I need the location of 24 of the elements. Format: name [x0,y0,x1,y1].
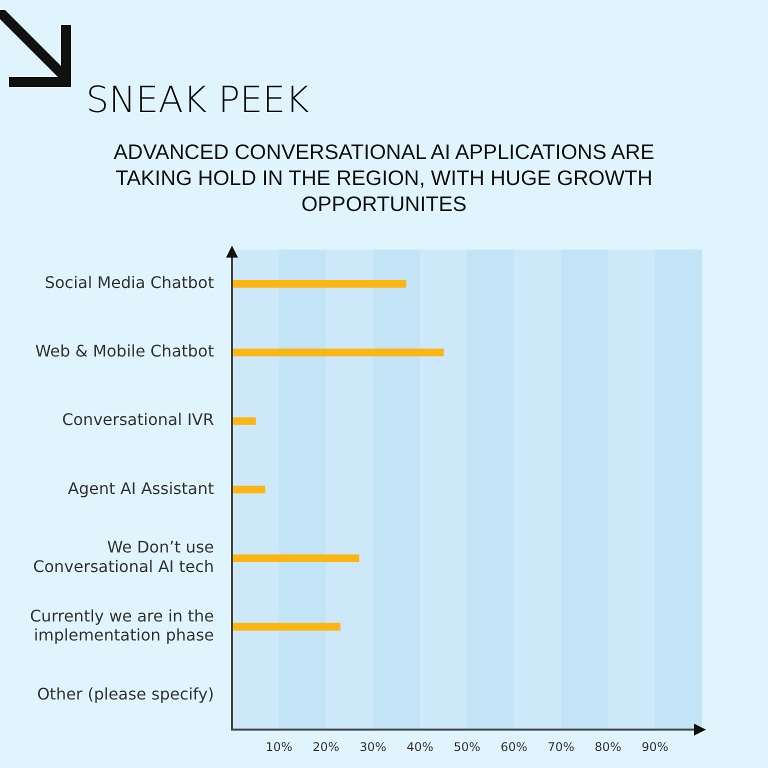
chart-title: SNEAK PEEK [86,80,310,121]
x-tick-label: 70% [548,740,574,754]
x-tick-label: 20% [312,740,340,754]
x-tick-label: 50% [454,740,480,754]
y-tick-label: Social Media Chatbot [44,273,214,292]
x-tick-label: 40% [406,740,434,754]
y-tick-label: Web & Mobile Chatbot [35,342,214,361]
y-tick-label: Currently we are in the implementation phase [30,606,214,644]
chart-subtitle: ADVANCED CONVERSATIONAL AI APPLICATIONS ARE TAKING HOLD IN THE REGION, WITH HUGE GROWTH OPPORTUNITES [112,140,656,218]
bar [232,622,340,631]
x-tick-label: 10% [266,740,292,754]
bar [232,280,406,288]
bar [232,417,256,425]
x-tick-label: 80% [594,740,622,754]
y-tick-label: We Don’t use Conversational AI tech [33,538,214,576]
y-tick-label: Agent AI Assistant [68,478,214,498]
bar [232,486,266,494]
bar [232,348,444,356]
bar [232,554,360,562]
y-tick-label: Conversational IVR [62,410,214,430]
x-tick-label: 60% [500,740,528,754]
x-tick-label: 90% [642,740,668,754]
y-tick-label: Other (please specify) [37,684,214,704]
x-tick-label: 30% [360,740,386,754]
